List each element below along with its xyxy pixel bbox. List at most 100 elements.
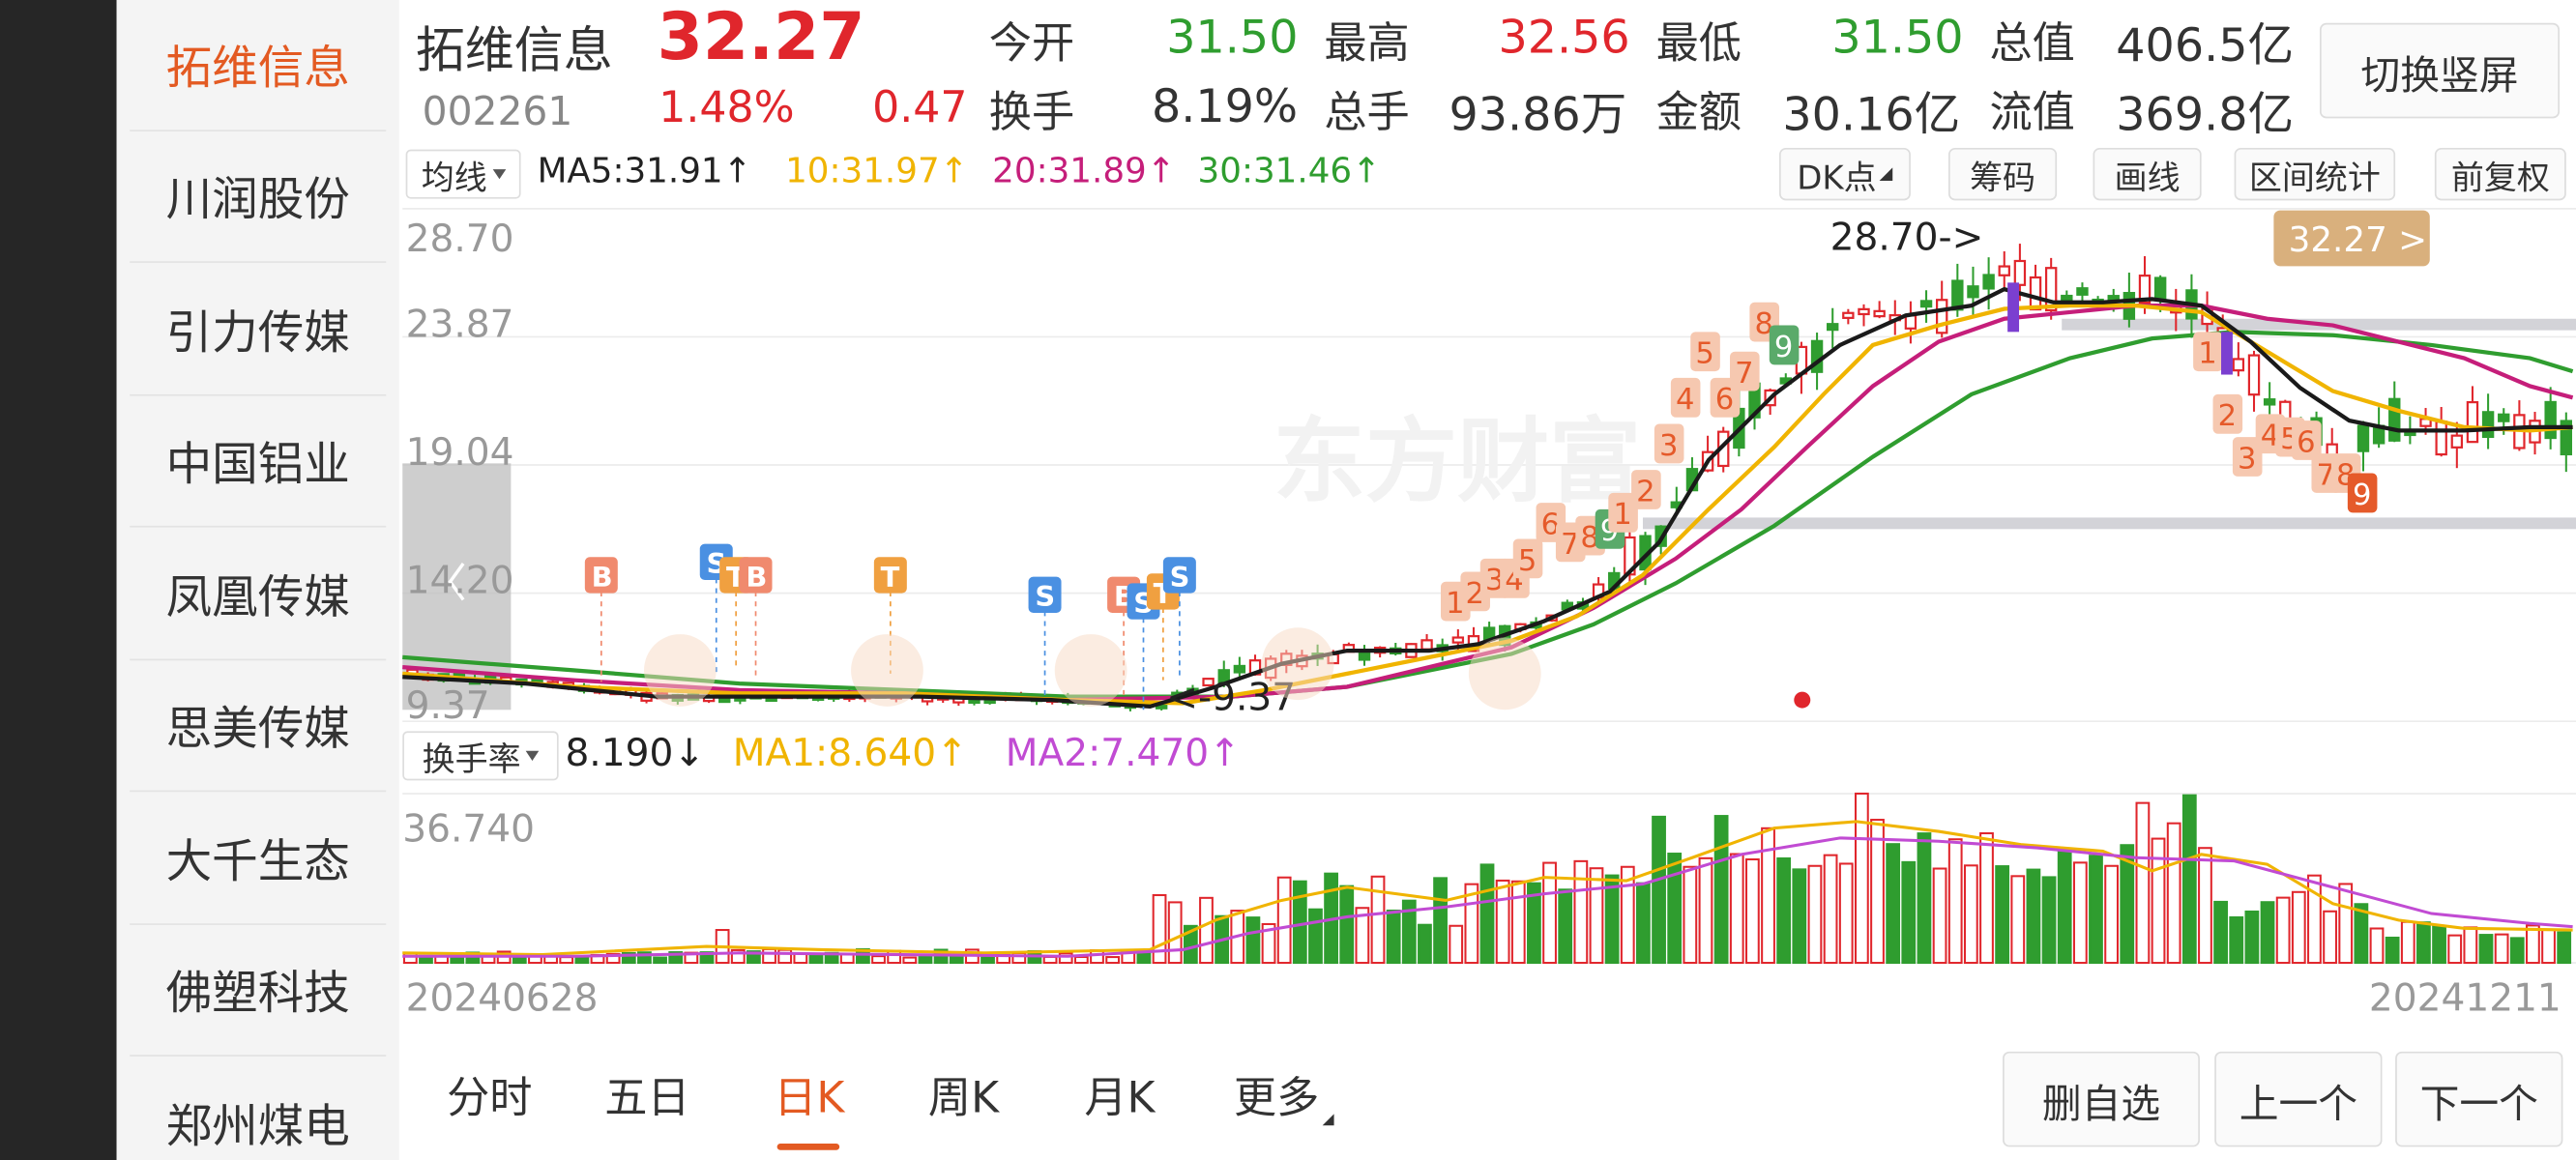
tab-daily-k[interactable]: 日K: [774, 1074, 845, 1124]
chevron-down-icon: [525, 750, 540, 761]
turnover-bar: [2447, 934, 2463, 965]
tab-weekly-k[interactable]: 周K: [927, 1074, 1000, 1124]
ma-indicator-select[interactable]: 均线: [405, 149, 521, 199]
candle-body: [2044, 267, 2058, 312]
watchlist-item-yinli[interactable]: 引力传媒: [130, 265, 387, 396]
signal-marker-letter: B: [746, 561, 767, 594]
watchlist-item-chuanrun[interactable]: 川润股份: [130, 131, 387, 263]
turnover-bar: [2432, 925, 2446, 965]
turnover-bar: [1963, 864, 1978, 965]
turnover-bar: [2089, 855, 2103, 965]
next-stock-button[interactable]: 下一个: [2395, 1051, 2563, 1147]
turnover-bar: [2213, 900, 2228, 965]
count-badge: [1631, 470, 1661, 509]
turnover-bar: [2135, 801, 2151, 965]
watchlist-item-daqian[interactable]: 大千生态: [130, 794, 387, 925]
turnover-bar: [2260, 901, 2275, 965]
turnover-bar: [1838, 862, 1854, 965]
turnover-bar: [1652, 815, 1666, 965]
turnover-bar: [2478, 934, 2494, 965]
forward-adjust-button[interactable]: 前复权: [2434, 147, 2566, 201]
turnover-indicator-select[interactable]: 换手率: [402, 731, 559, 781]
stat-label-turnover: 换手: [988, 88, 1075, 138]
draw-line-button[interactable]: 画线: [2093, 147, 2202, 201]
turnover-bar: [1604, 874, 1620, 965]
date-end-label: 20241211: [2369, 976, 2561, 1020]
turnover-value: 8.190↓: [565, 733, 706, 776]
turnover-bar: [1932, 867, 1947, 965]
previous-stock-button[interactable]: 上一个: [2214, 1051, 2383, 1147]
dk-point-label: DK点: [1797, 157, 1877, 197]
turnover-bar: [1698, 856, 1713, 965]
turnover-bar: [668, 951, 684, 965]
stat-label-market-cap: 总值: [1989, 19, 2075, 70]
price-tag-box[interactable]: [2273, 210, 2430, 267]
turnover-bar: [808, 954, 824, 965]
candle-body: [2481, 411, 2495, 439]
switch-portrait-button[interactable]: 切换竖屏: [2319, 22, 2561, 119]
turnover-bar: [2338, 883, 2354, 965]
turnover-bar: [1058, 952, 1073, 965]
turnover-bar: [762, 947, 776, 965]
watchlist-item-fosu[interactable]: 佛塑科技: [130, 925, 387, 1057]
chip-distribution-button[interactable]: 筹码: [1947, 147, 2058, 201]
turnover-bar: [1620, 865, 1635, 965]
stat-label-open: 今开: [988, 19, 1075, 70]
turnover-bar: [1105, 956, 1121, 965]
stat-value-high: 32.56: [1498, 10, 1630, 65]
turnover-bar: [621, 951, 636, 965]
count-digit: 5: [1695, 337, 1713, 371]
remove-watchlist-button[interactable]: 删自选: [2003, 1051, 2200, 1147]
turnover-bar: [2198, 847, 2212, 965]
turnover-bar: [2416, 921, 2431, 965]
candle-body: [1967, 285, 1979, 299]
candle-body: [2450, 434, 2464, 449]
count-digit: 4: [1676, 383, 1694, 417]
count-badge: [1608, 492, 1638, 533]
dk-point-button[interactable]: DK点: [1778, 147, 1911, 201]
count-digit: 1: [1613, 498, 1631, 532]
turnover-bar: [2181, 794, 2197, 965]
y-label-2: 23.87: [406, 303, 514, 346]
turnover-bar: [2541, 929, 2556, 965]
max-price-annotation: 28.70->: [1830, 216, 1984, 259]
watchlist-item-simei[interactable]: 思美传媒: [130, 660, 387, 793]
candle-body: [2013, 259, 2027, 286]
watchlist-item-zhengzhou[interactable]: 郑州煤电: [165, 1099, 350, 1154]
candle-body: [2544, 400, 2557, 440]
turnover-bar: [1167, 901, 1183, 965]
watchlist-item-chalco[interactable]: 中国铝业: [130, 396, 387, 528]
turnover-bar: [2244, 910, 2260, 965]
turnover-bar: [1308, 908, 1323, 965]
turnover-bar: [1199, 896, 1214, 965]
turnover-bar: [1854, 792, 1869, 965]
watchlist-item-tuowei[interactable]: 拓维信息: [130, 0, 387, 131]
corner-triangle-icon: [1322, 1114, 1334, 1126]
turnover-bar: [2354, 903, 2369, 965]
tab-intraday[interactable]: 分时: [447, 1074, 533, 1124]
turnover-bar: [1433, 877, 1448, 965]
turnover-bar: [1418, 923, 1432, 965]
turnover-bar: [1807, 864, 1823, 965]
turnover-bar: [1558, 888, 1573, 965]
stock-name: 拓维信息: [415, 22, 613, 81]
candle-body: [1935, 299, 1948, 334]
count-badge: [2292, 420, 2322, 460]
tab-monthly-k[interactable]: 月K: [1084, 1074, 1156, 1124]
candle-body: [1998, 265, 2010, 276]
turnover-bar: [2369, 927, 2385, 965]
candle-body: [1233, 664, 1246, 674]
range-stats-button[interactable]: 区间统计: [2234, 147, 2396, 201]
turnover-bar: [2385, 936, 2400, 965]
count-digit: 9: [1774, 331, 1793, 364]
ma30-value: 30:31.46↑: [1197, 151, 1382, 191]
active-tab-indicator: [776, 1144, 840, 1150]
tab-more[interactable]: 更多: [1234, 1064, 1334, 1126]
watchlist-item-fenghuang[interactable]: 凤凰传媒: [130, 529, 387, 661]
tab-five-day[interactable]: 五日: [604, 1074, 690, 1124]
turnover-bar: [1386, 909, 1401, 965]
count-digit: 5: [1518, 544, 1537, 578]
